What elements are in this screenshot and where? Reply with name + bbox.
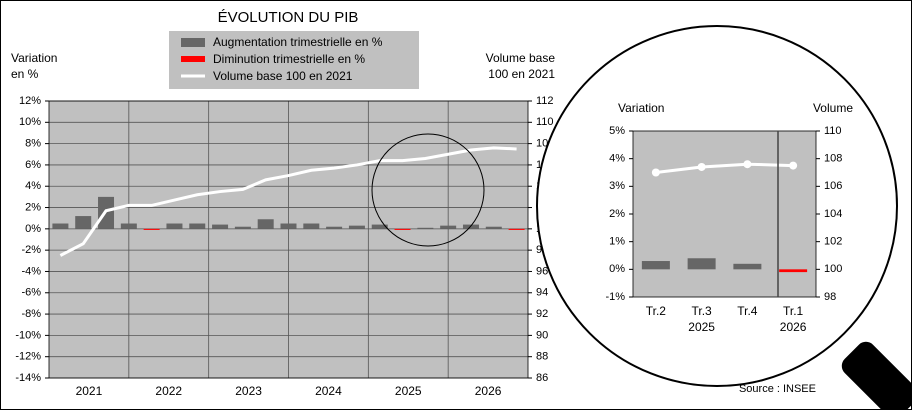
y-tick-label: 2% <box>609 208 625 220</box>
y2-tick-label: 96 <box>536 265 548 277</box>
legend-label: Diminution trimestrielle en % <box>213 52 365 66</box>
x-tick-label: 2025 <box>395 384 422 398</box>
y-tick-label: -2% <box>21 244 41 256</box>
y-tick-label: 0% <box>609 263 625 275</box>
bar <box>440 225 457 229</box>
y-tick-label: 0% <box>25 223 41 235</box>
line <box>655 162 794 174</box>
x-tick-label: Tr.2 <box>645 304 666 318</box>
bar <box>687 258 716 270</box>
x-tick-label: Tr.4 <box>737 304 758 318</box>
line <box>59 146 517 257</box>
y-tick-label: -10% <box>15 329 41 341</box>
y-tick-label: 6% <box>25 159 41 171</box>
line-point <box>697 162 706 171</box>
x-tick-label: 2024 <box>315 384 342 398</box>
bar <box>394 228 411 230</box>
magnifier-handle <box>841 341 911 409</box>
bar <box>257 219 274 229</box>
y-tick-label: 1% <box>609 236 625 248</box>
y2-tick-label: 86 <box>536 372 548 384</box>
plot-frame <box>48 100 529 379</box>
bar <box>417 227 434 229</box>
y2-tick-label: 100 <box>824 263 842 275</box>
legend-label: Augmentation trimestrielle en % <box>213 35 383 49</box>
bar <box>303 223 320 229</box>
y-tick-label: 5% <box>609 125 625 137</box>
y-tick-label: -8% <box>21 308 41 320</box>
bar <box>641 261 670 270</box>
plot-frame <box>632 130 817 298</box>
bar <box>52 223 69 229</box>
y-tick-label: 10% <box>19 116 41 128</box>
y-tick-label: 3% <box>609 180 625 192</box>
zoom-chart: -1% 0% 1% 2% 3% 4% 5% 98 100 102 104 106 108 110 <box>605 125 842 303</box>
x-tick-label: Tr.1 2026 <box>779 304 807 334</box>
y2-tick-label: 98 <box>824 291 836 303</box>
bar <box>508 228 525 230</box>
y2-axis-title: Volume base 100 en 2021 <box>485 51 555 81</box>
x-tick-label: Tr.3 2025 <box>688 304 715 334</box>
y2-tick-label: 110 <box>536 116 554 128</box>
line-point <box>743 160 752 169</box>
y-axis-title: Variation en % <box>11 51 58 81</box>
y2-tick-label: 90 <box>536 329 548 341</box>
y-tick-label: -1% <box>605 291 625 303</box>
y2-tick-label: 112 <box>536 95 554 107</box>
bar <box>462 224 479 229</box>
bar <box>120 223 137 229</box>
bar <box>234 226 251 229</box>
zoom-y2-axis-title: Volume <box>812 101 853 115</box>
zoom-marker <box>371 133 485 247</box>
bar <box>371 224 388 229</box>
bar <box>348 225 365 229</box>
y2-tick-label: 110 <box>824 125 842 137</box>
bar <box>280 223 297 229</box>
bar <box>166 223 183 229</box>
y2-tick-label: 104 <box>824 208 842 220</box>
x-tick-label: 2023 <box>235 384 262 398</box>
y2-tick-label: 92 <box>536 308 548 320</box>
x-tick-label: 2022 <box>155 384 182 398</box>
y-tick-label: 2% <box>25 201 41 213</box>
bar <box>326 226 343 229</box>
bar <box>143 228 160 230</box>
y2-tick-label: 88 <box>536 351 548 363</box>
y2-tick-label: 94 <box>536 287 548 299</box>
source: Source : INSEE <box>739 383 816 395</box>
legend-box <box>169 31 419 89</box>
bar <box>733 263 762 270</box>
y2-tick-label: 102 <box>824 236 842 248</box>
line-point <box>651 168 660 177</box>
bar <box>189 223 206 229</box>
line-point <box>789 161 798 170</box>
zoom-y-axis-title: Variation <box>618 101 665 115</box>
y-tick-label: 4% <box>609 153 625 165</box>
y-tick-label: 12% <box>19 95 41 107</box>
x-tick-label: 2026 <box>475 384 502 398</box>
legend-label: Volume base 100 en 2021 <box>213 69 353 83</box>
y-tick-label: 4% <box>25 180 41 192</box>
y2-tick-label: 108 <box>824 153 842 165</box>
bar <box>779 269 808 273</box>
bar <box>212 224 229 229</box>
y-tick-label: -6% <box>21 287 41 299</box>
legend-swatch <box>181 56 205 62</box>
x-tick-label: 2021 <box>76 384 103 398</box>
y-tick-label: -4% <box>21 265 41 277</box>
y-tick-label: 8% <box>25 138 41 150</box>
y-tick-label: -12% <box>15 351 41 363</box>
y-tick-label: -14% <box>15 372 41 384</box>
y2-tick-label: 106 <box>824 180 842 192</box>
chart-title: ÉVOLUTION DU PIB <box>218 9 359 26</box>
legend-swatch <box>181 38 205 47</box>
bar <box>75 216 92 229</box>
bar <box>485 226 502 229</box>
